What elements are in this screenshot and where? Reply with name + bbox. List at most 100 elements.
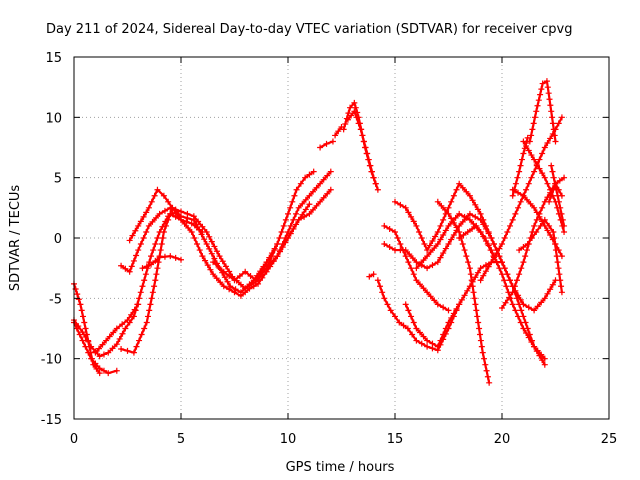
series-sat-28 — [526, 78, 559, 145]
plus-marker — [546, 198, 553, 205]
plus-marker — [539, 204, 546, 211]
x-tick-label: 10 — [280, 432, 297, 447]
plus-marker — [434, 241, 441, 248]
plus-marker — [481, 355, 488, 362]
plus-marker — [327, 168, 334, 175]
plus-marker — [126, 237, 133, 244]
plus-marker — [172, 254, 179, 261]
plus-marker — [459, 218, 466, 225]
plus-marker — [516, 168, 523, 175]
plus-marker — [92, 349, 99, 356]
plus-marker — [551, 132, 558, 139]
plus-marker — [153, 271, 160, 278]
plus-marker — [78, 307, 85, 314]
plus-marker — [227, 283, 234, 290]
plus-marker — [537, 91, 544, 98]
plus-marker — [533, 216, 540, 223]
plus-marker — [445, 204, 452, 211]
plus-marker — [231, 289, 238, 296]
plus-marker — [394, 235, 401, 241]
plus-marker — [473, 222, 480, 229]
plus-marker — [523, 247, 530, 254]
plus-marker — [440, 250, 447, 257]
plus-marker — [424, 253, 431, 260]
plus-marker — [533, 228, 540, 235]
plus-marker — [531, 307, 538, 314]
plus-marker — [188, 220, 195, 227]
plus-marker — [509, 192, 516, 199]
plus-marker — [96, 365, 103, 372]
plus-marker — [559, 222, 566, 229]
plus-marker — [392, 247, 398, 254]
plus-marker — [374, 186, 381, 193]
plus-marker — [295, 204, 302, 211]
plus-marker — [480, 272, 487, 279]
plus-marker — [405, 209, 412, 216]
plus-marker — [546, 96, 553, 103]
plus-marker — [479, 349, 486, 356]
plus-marker — [210, 259, 217, 266]
plus-marker — [372, 180, 379, 187]
plus-marker — [306, 210, 313, 217]
plus-marker — [477, 228, 484, 235]
plus-marker — [557, 277, 564, 284]
plus-marker — [136, 337, 143, 344]
plus-marker — [360, 138, 367, 145]
plus-marker — [459, 241, 466, 248]
y-tick-label: 15 — [45, 51, 62, 66]
plus-marker — [130, 349, 137, 356]
plus-marker — [287, 230, 294, 237]
plus-marker — [116, 335, 123, 342]
series-sat-02 — [71, 208, 180, 360]
plus-marker — [504, 271, 511, 278]
plus-marker — [429, 238, 436, 245]
plus-marker — [424, 337, 431, 344]
plus-marker — [528, 235, 535, 241]
plus-marker — [437, 254, 444, 261]
plus-marker — [95, 345, 102, 352]
plus-marker — [541, 216, 548, 223]
plus-marker — [317, 144, 324, 151]
plus-marker — [160, 228, 167, 235]
plus-marker — [293, 221, 300, 228]
plus-marker — [332, 132, 339, 139]
plus-marker — [501, 265, 508, 272]
plus-marker — [195, 226, 202, 233]
plus-marker — [278, 228, 285, 235]
plus-marker — [528, 339, 535, 346]
plus-marker — [118, 262, 125, 269]
plus-marker — [499, 271, 505, 278]
plus-marker — [553, 253, 560, 260]
plus-marker — [370, 174, 377, 181]
plus-marker — [135, 247, 142, 254]
plus-marker — [148, 295, 155, 302]
plus-marker — [482, 222, 489, 229]
plus-marker — [456, 301, 463, 308]
plus-marker — [194, 241, 201, 248]
plus-marker — [472, 213, 479, 220]
plus-marker — [165, 216, 172, 223]
plus-marker — [151, 283, 158, 290]
plus-marker — [103, 337, 110, 344]
plus-marker — [270, 257, 277, 264]
plus-marker — [440, 304, 447, 311]
plus-marker — [480, 216, 487, 223]
plus-marker — [556, 177, 563, 184]
plus-marker — [154, 265, 161, 272]
plus-marker — [438, 202, 445, 209]
plus-marker — [472, 274, 479, 281]
plus-marker — [445, 222, 452, 229]
plus-marker — [206, 233, 213, 240]
plus-marker — [246, 285, 253, 292]
y-tick-label: -5 — [49, 292, 62, 307]
plus-marker — [525, 304, 532, 311]
plus-marker — [437, 222, 444, 229]
plus-marker — [266, 259, 273, 266]
plus-marker — [409, 331, 416, 338]
plus-marker — [348, 112, 355, 119]
plus-marker — [301, 213, 308, 220]
plus-marker — [450, 310, 457, 317]
series-sat-11 — [252, 168, 317, 284]
plus-marker — [531, 204, 538, 211]
plus-marker — [527, 200, 534, 207]
